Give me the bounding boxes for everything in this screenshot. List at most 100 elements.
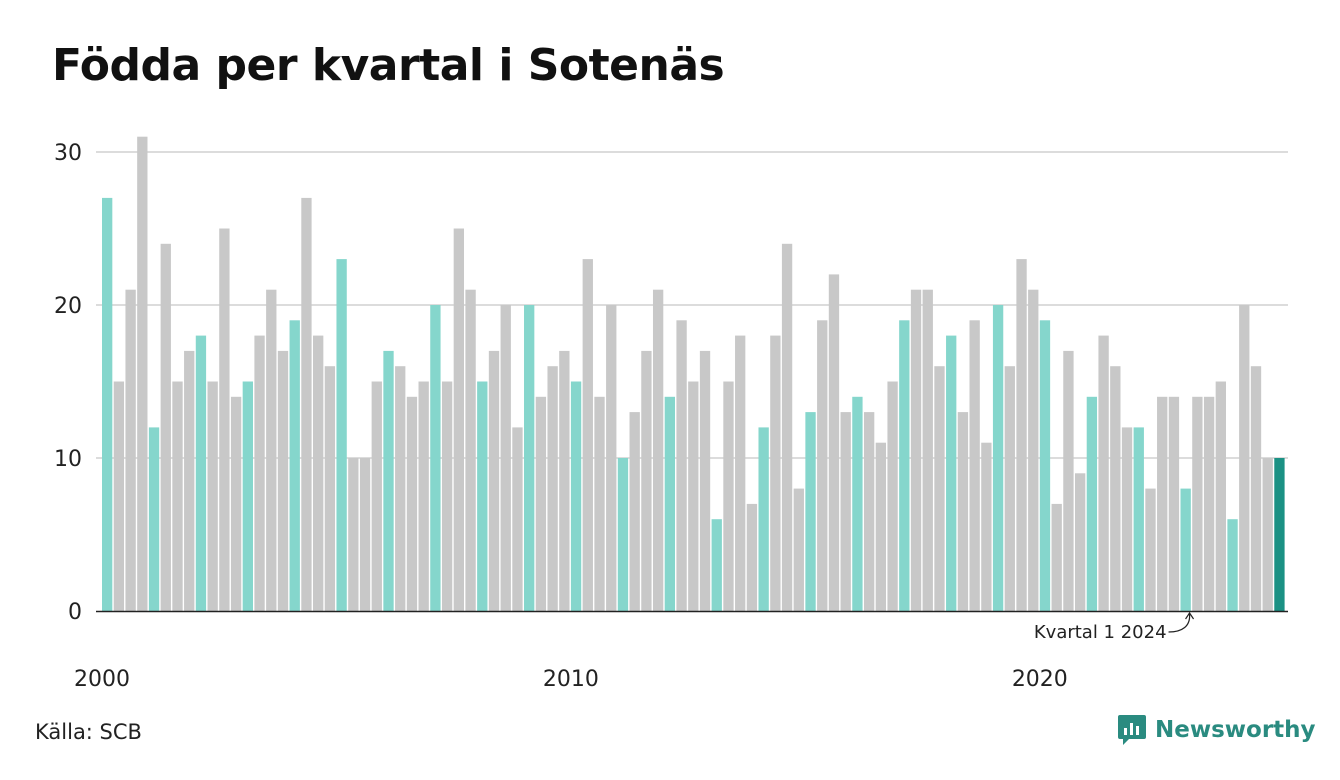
bar bbox=[1110, 366, 1121, 611]
bar bbox=[336, 259, 347, 611]
bar bbox=[969, 320, 980, 611]
bar bbox=[453, 228, 464, 611]
bar bbox=[758, 427, 769, 611]
bar bbox=[746, 503, 758, 611]
bar bbox=[863, 412, 875, 611]
bar bbox=[582, 259, 593, 611]
bar bbox=[570, 381, 582, 611]
bar bbox=[277, 350, 289, 611]
annotation-arrow bbox=[1168, 613, 1191, 633]
bar bbox=[1121, 427, 1133, 611]
bar bbox=[1274, 458, 1285, 611]
bar bbox=[406, 396, 418, 611]
bar bbox=[957, 412, 969, 611]
source-note: Källa: SCB bbox=[35, 720, 142, 744]
y-tick-label: 10 bbox=[54, 447, 82, 472]
bar bbox=[207, 381, 218, 611]
bar bbox=[688, 381, 699, 611]
bar bbox=[922, 289, 933, 611]
annotation-label: Kvartal 1 2024 bbox=[1034, 622, 1167, 643]
bar bbox=[992, 305, 1004, 611]
bar bbox=[172, 381, 183, 611]
bar bbox=[1074, 473, 1086, 611]
bar bbox=[1004, 366, 1015, 611]
bar bbox=[1157, 396, 1168, 611]
bar bbox=[723, 381, 734, 611]
bar bbox=[699, 350, 711, 611]
bar bbox=[770, 335, 781, 611]
bar bbox=[1250, 366, 1262, 611]
y-tick-label: 0 bbox=[68, 600, 82, 625]
annotation-arrowhead bbox=[1185, 611, 1195, 620]
bar bbox=[125, 289, 136, 611]
bar bbox=[617, 458, 629, 611]
brand-logo: Newsworthy bbox=[1117, 714, 1316, 746]
y-axis-ticks: 0 10 20 30 bbox=[54, 141, 82, 625]
bar bbox=[359, 458, 371, 611]
x-tick-label: 2010 bbox=[543, 667, 599, 692]
bar-chart: 0 10 20 30 2000 2010 2020 Kvartal 1 2024 bbox=[54, 136, 1288, 692]
bar bbox=[102, 197, 113, 611]
bar bbox=[266, 289, 277, 611]
bar bbox=[1063, 350, 1074, 611]
bar bbox=[324, 366, 336, 611]
brand-name: Newsworthy bbox=[1155, 717, 1316, 743]
bar bbox=[148, 427, 160, 611]
bar bbox=[629, 412, 640, 611]
bar bbox=[254, 335, 265, 611]
bar bbox=[1028, 289, 1039, 611]
chart-title: Födda per kvartal i Sotenäs bbox=[52, 40, 725, 91]
bar bbox=[664, 396, 676, 611]
bar bbox=[1145, 488, 1156, 611]
bar bbox=[524, 305, 535, 611]
bar bbox=[1051, 503, 1062, 611]
x-axis-ticks: 2000 2010 2020 bbox=[74, 667, 1068, 692]
bar bbox=[711, 519, 722, 611]
bar bbox=[1215, 381, 1226, 611]
bar bbox=[1192, 396, 1203, 611]
bar bbox=[184, 350, 195, 611]
y-tick-label: 30 bbox=[54, 141, 82, 166]
bar bbox=[512, 427, 523, 611]
bar bbox=[1168, 396, 1180, 611]
bar bbox=[418, 381, 429, 611]
bar bbox=[781, 243, 793, 612]
bar bbox=[500, 305, 511, 611]
bar bbox=[946, 335, 957, 611]
bar bbox=[547, 366, 558, 611]
bar bbox=[559, 350, 570, 611]
bar bbox=[1039, 320, 1051, 611]
annotation: Kvartal 1 2024 bbox=[1034, 611, 1195, 643]
bar bbox=[1227, 519, 1238, 611]
bar bbox=[875, 442, 887, 611]
bar bbox=[430, 305, 441, 611]
newsworthy-logo-icon bbox=[1118, 715, 1146, 745]
bar bbox=[313, 335, 324, 611]
bar bbox=[383, 350, 394, 611]
y-tick-label: 20 bbox=[54, 294, 82, 319]
bar bbox=[887, 381, 898, 611]
bar bbox=[981, 442, 992, 611]
bar bbox=[348, 458, 359, 611]
bar bbox=[137, 136, 148, 611]
bar bbox=[535, 396, 547, 611]
bar bbox=[441, 381, 453, 611]
bar bbox=[195, 335, 207, 611]
bar bbox=[817, 320, 828, 611]
bar bbox=[160, 243, 171, 612]
bar bbox=[676, 320, 687, 611]
bar bbox=[1086, 396, 1098, 611]
bar bbox=[488, 350, 500, 611]
bar bbox=[242, 381, 253, 611]
bar bbox=[1262, 458, 1273, 611]
bar bbox=[1098, 335, 1109, 611]
bar bbox=[735, 335, 746, 611]
bar bbox=[301, 197, 312, 611]
bar bbox=[652, 289, 664, 611]
bar bbox=[230, 396, 242, 611]
bar bbox=[899, 320, 910, 611]
bar bbox=[1180, 488, 1191, 611]
bar bbox=[395, 366, 406, 611]
bar bbox=[594, 396, 605, 611]
bar bbox=[1016, 259, 1027, 611]
